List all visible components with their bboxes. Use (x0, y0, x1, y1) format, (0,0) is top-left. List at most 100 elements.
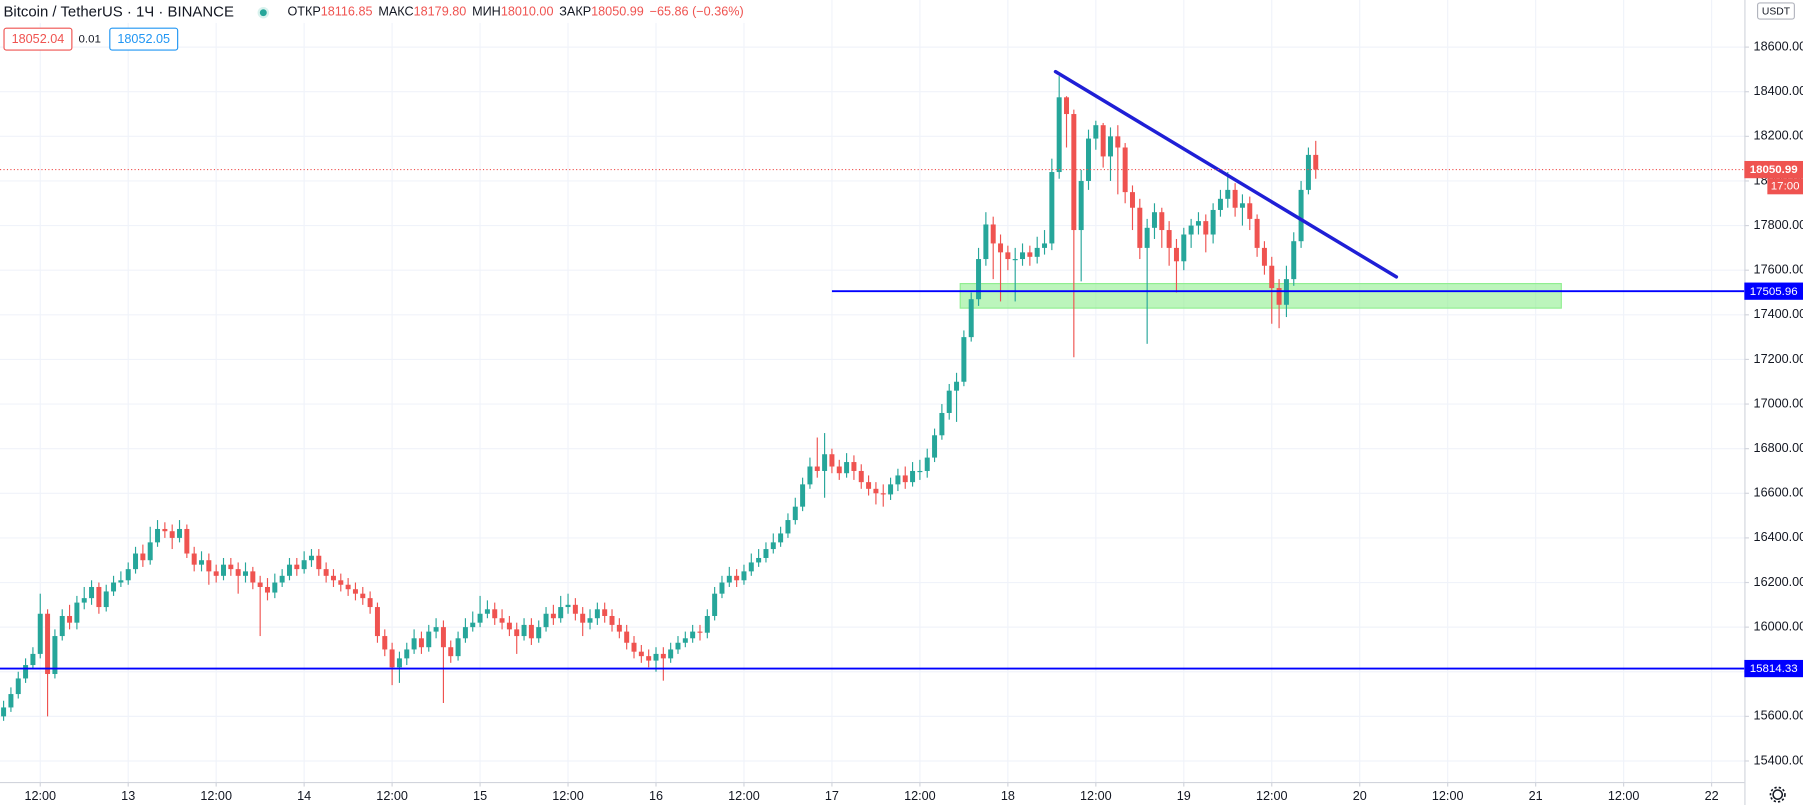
candle-body (243, 571, 248, 576)
candle-body (763, 549, 769, 558)
candle-body (932, 435, 938, 458)
candle-body (462, 627, 468, 639)
candle-body (484, 609, 490, 614)
y-tick-label: 17200.00 (1754, 352, 1803, 366)
ask-box[interactable] (109, 27, 179, 51)
bid-box[interactable] (3, 27, 73, 51)
candle-body (455, 638, 461, 657)
x-tick-label: 20 (1353, 789, 1367, 803)
status-dot (259, 9, 267, 17)
y-tick-label: 16800.00 (1754, 441, 1803, 455)
candle-body (125, 569, 131, 581)
y-tick-label: 18600.00 (1754, 39, 1803, 53)
trend-line (1053, 69, 1399, 279)
candle-body (1305, 154, 1311, 190)
y-tick-label: 17400.00 (1754, 307, 1803, 321)
candle-body (741, 571, 747, 581)
candle-body (990, 224, 996, 244)
x-tick-label: 12:00 (552, 789, 584, 803)
candle-body (1107, 136, 1113, 157)
candle-body (1078, 180, 1084, 231)
candle-body (712, 593, 718, 616)
ohlc-label: ОТКР (287, 5, 320, 19)
x-tick-label: 15 (473, 789, 487, 803)
y-tick-label: 15600.00 (1754, 709, 1803, 723)
candle-body (697, 631, 703, 633)
candle-body (580, 613, 586, 623)
candle-body (345, 584, 351, 590)
candle-body (1020, 252, 1026, 260)
candle-body (506, 622, 512, 630)
candle-body (946, 390, 952, 413)
candle-body (389, 649, 395, 668)
candle-body (807, 466, 813, 485)
candle-body (499, 618, 505, 623)
candle-body (543, 613, 549, 628)
x-tick-label: 21 (1529, 789, 1543, 803)
currency-button[interactable] (1757, 2, 1795, 20)
candle-body (1144, 227, 1150, 248)
candle-body (45, 613, 51, 674)
candle-body (1225, 189, 1231, 199)
candle-body (169, 531, 175, 538)
x-tick-label: 12:00 (200, 789, 232, 803)
candle-body (492, 609, 498, 619)
candle-body (536, 627, 542, 639)
candle-body (594, 609, 600, 619)
candle-body (873, 488, 879, 494)
candle-body (330, 575, 336, 581)
y-tick-label: 16400.00 (1754, 530, 1803, 544)
candle-body (660, 653, 666, 659)
candle-body (1188, 225, 1194, 235)
candle-body (1276, 288, 1282, 305)
x-tick-label: 19 (1177, 789, 1191, 803)
candle-body (37, 613, 43, 654)
candle-body (382, 636, 388, 650)
candle-body (301, 560, 307, 570)
last-price-box (1744, 160, 1803, 179)
candle-body (1291, 241, 1297, 280)
settings-icon[interactable] (1769, 786, 1786, 803)
candle-body (74, 602, 80, 623)
ohlc-value: 18010.00 (501, 5, 554, 19)
y-tick-label: 16600.00 (1754, 486, 1803, 500)
candle-body (800, 484, 806, 507)
candle-body (147, 542, 153, 561)
x-tick-label: 12:00 (1256, 789, 1288, 803)
candle-body (917, 470, 923, 473)
change-value: −65.86 (−0.36%) (650, 5, 744, 19)
candle-body (411, 638, 417, 650)
ohlc-value: 18116.85 (321, 5, 373, 19)
candle-body (286, 564, 292, 576)
candle-body (631, 642, 637, 652)
candle-body (162, 528, 168, 532)
ohlc-value: 18179.80 (414, 5, 467, 19)
ohlc-label: МИН (472, 5, 501, 19)
axes: 12:00 13 12:00 14 12:00 15 12:00 16 12:00 17 12:00… (24, 39, 1803, 803)
ohlc-label: ЗАКР (559, 5, 591, 19)
candle-body (778, 533, 784, 543)
plot-area (0, 69, 1745, 721)
candle-body (89, 586, 95, 599)
horizontal-line-label: 17505.96 (1750, 286, 1798, 298)
candle-body (404, 649, 410, 659)
x-tick-label: 12:00 (1608, 789, 1640, 803)
x-tick-label: 16 (649, 789, 663, 803)
candle-body (514, 629, 520, 637)
y-tick-label: 17600.00 (1754, 263, 1803, 277)
candle-body (624, 631, 630, 643)
horizontal-line-label-box (1744, 659, 1803, 678)
x-tick-label: 12:00 (728, 789, 760, 803)
spread: 0.01 (79, 34, 101, 46)
candle-body (360, 593, 366, 599)
candle-body (785, 520, 791, 534)
x-tick-label: 17 (825, 789, 839, 803)
candle-body (294, 564, 300, 570)
candle-body (1210, 209, 1216, 235)
horizontal-line-label: 15814.33 (1750, 663, 1798, 675)
x-tick-label: 22 (1705, 789, 1719, 803)
candle-body (338, 580, 344, 585)
candle-body (1049, 172, 1055, 244)
support-zone (959, 283, 1562, 309)
